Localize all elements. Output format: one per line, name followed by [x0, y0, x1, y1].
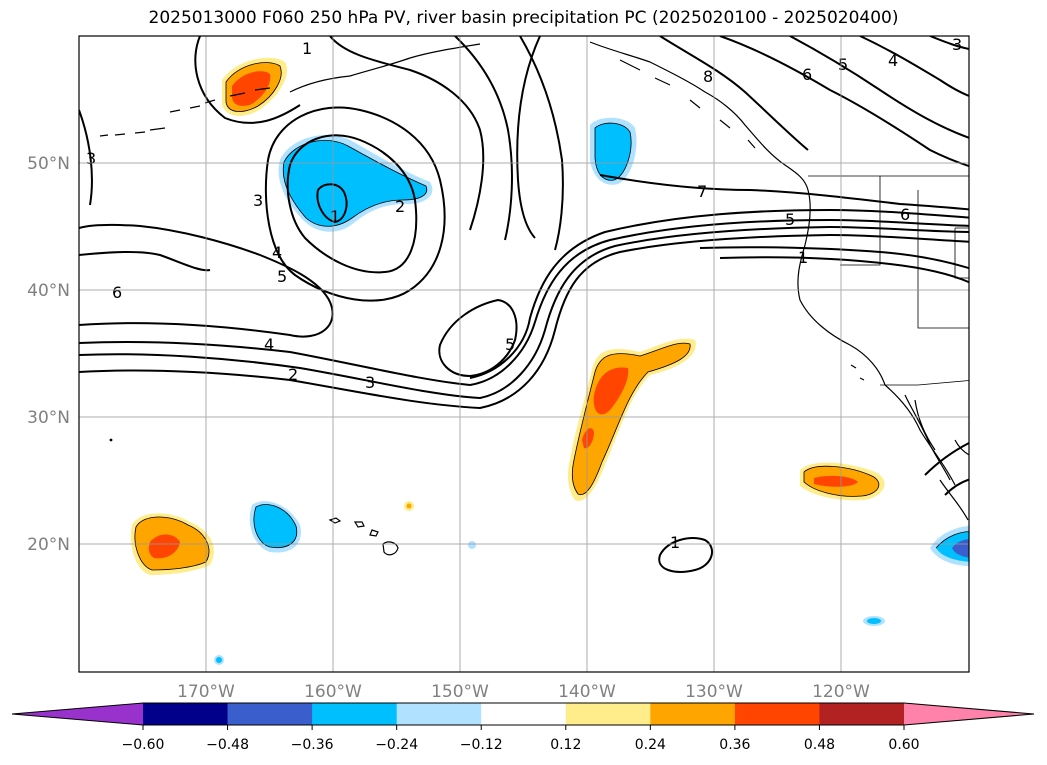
contour-label: 7	[697, 182, 707, 201]
pv-contour-3	[79, 225, 969, 400]
chart-title: 2025013000 F060 250 hPa PV, river basin …	[148, 8, 899, 28]
contour-label: 4	[888, 51, 898, 70]
contour-label: 2	[395, 197, 405, 216]
pv-contour-3c	[79, 109, 93, 206]
lon-label: 160°W	[304, 682, 362, 700]
contour-label: 3	[952, 35, 962, 54]
contour-label: 3	[253, 191, 263, 210]
coastlines	[99, 41, 969, 556]
pv-contour-5-closed	[438, 298, 518, 378]
map-background	[79, 36, 969, 672]
colorbar-segment	[312, 703, 398, 725]
colorbar-extend-min	[12, 703, 143, 725]
colorbar-extend-max	[904, 703, 1034, 725]
colorbar-tick-label: 0.36	[719, 737, 750, 753]
pv-contour-1	[316, 183, 348, 224]
latitude-labels: 50°N 40°N 30°N 20°N	[27, 154, 70, 555]
colorbar-tick-label: −0.48	[206, 737, 249, 753]
contour-label: 5	[505, 335, 515, 354]
contour-label: 1	[798, 248, 808, 267]
lat-label: 30°N	[27, 408, 70, 428]
map-frame	[78, 35, 970, 673]
colorbar-segment	[565, 703, 651, 725]
colorbar-tick-label: 0.48	[804, 737, 835, 753]
pv-contour-6	[79, 250, 211, 272]
map-plot: 1 1 1 1 2 2 3 3 3 3 4 4 4 5 5 5 5 6 6 6 …	[27, 35, 970, 700]
colorbar-segment	[819, 703, 905, 725]
shading-outlines	[134, 62, 969, 571]
contour-labels: 1 1 1 1 2 2 3 3 3 3 4 4 4 5 5 5 5 6 6 6 …	[86, 35, 962, 552]
contour-label: 3	[86, 149, 96, 168]
colorbar-tick-label: −0.12	[460, 737, 503, 753]
contour-label: 6	[112, 283, 122, 302]
pv-contour-2	[79, 233, 969, 410]
lon-label: 130°W	[685, 682, 743, 700]
colorbar-segment	[143, 703, 229, 725]
colorbar-tick-label: −0.24	[375, 737, 418, 753]
borders	[808, 175, 969, 386]
lon-label: 120°W	[812, 682, 870, 700]
contour-label: 6	[900, 205, 910, 224]
pv-contour-1-small	[658, 537, 714, 573]
contour-label: 6	[802, 65, 812, 84]
contour-label: 1	[330, 207, 340, 226]
colorbar-segment	[396, 703, 482, 725]
colorbar-tick-label: −0.60	[122, 737, 165, 753]
contour-label: 1	[670, 533, 680, 552]
colorbar-segment	[481, 703, 567, 725]
lon-label: 150°W	[431, 682, 489, 700]
gridlines	[79, 36, 969, 672]
lat-label: 40°N	[27, 281, 70, 301]
colorbar-tick-label: 0.60	[888, 737, 919, 753]
lon-label: 170°W	[177, 682, 235, 700]
longitude-labels: 170°W 160°W 150°W 140°W 130°W 120°W	[177, 682, 870, 700]
lat-label: 20°N	[27, 535, 70, 555]
pv-contour-5	[79, 223, 334, 338]
pv-contour-4	[79, 218, 969, 387]
contour-label: 5	[785, 210, 795, 229]
contour-label: 5	[277, 267, 287, 286]
colorbar-segment	[227, 703, 313, 725]
contour-label: 1	[302, 39, 312, 58]
precip-shading	[130, 57, 969, 665]
contour-label: 3	[365, 373, 375, 392]
lon-label: 140°W	[558, 682, 616, 700]
lat-label: 50°N	[27, 154, 70, 174]
colorbar-outline	[11, 702, 1035, 726]
colorbar-tick-label: 0.12	[550, 737, 581, 753]
colorbar-tick-label: −0.36	[291, 737, 334, 753]
colorbar-segment	[734, 703, 820, 725]
colorbar-tick-label: 0.24	[635, 737, 666, 753]
colorbar-segment	[650, 703, 736, 725]
contour-label: 2	[288, 365, 298, 384]
pv-contour-3b	[264, 106, 446, 302]
contour-label: 4	[264, 335, 274, 354]
contour-label: 5	[838, 55, 848, 74]
pv-contour-5b	[469, 208, 969, 379]
contour-label: 4	[272, 243, 282, 262]
pv-contour-2b	[286, 134, 418, 274]
contour-label: 8	[703, 67, 713, 86]
